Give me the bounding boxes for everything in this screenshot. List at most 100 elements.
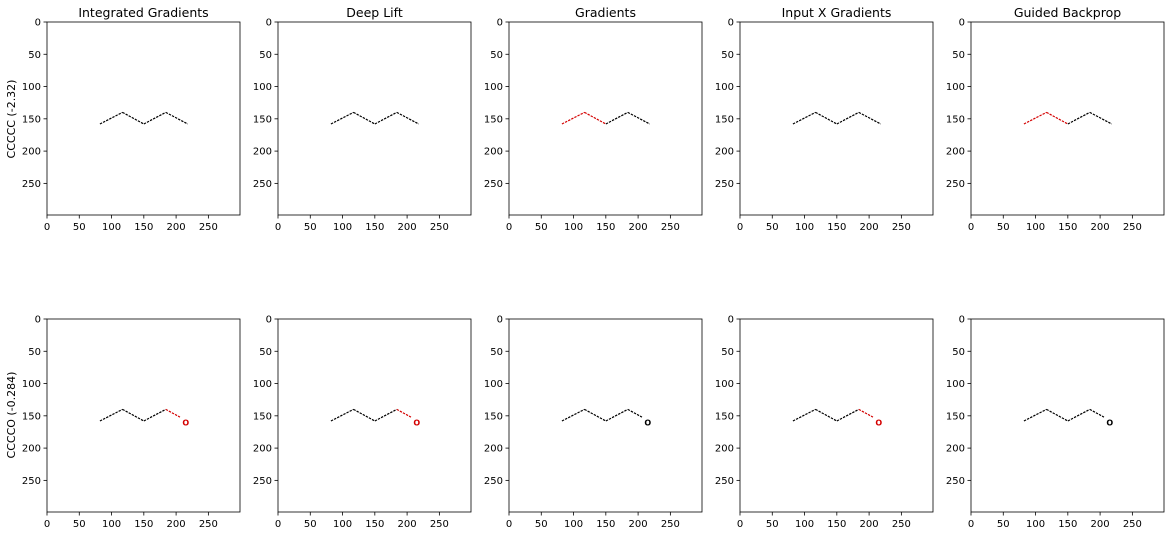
x-tick-label: 250 <box>661 519 680 530</box>
y-tick-label: 100 <box>484 82 503 93</box>
y-tick-label: 100 <box>946 82 965 93</box>
bond-line <box>1023 111 1047 125</box>
y-tick-label: 100 <box>253 82 272 93</box>
panel-title: Input X Gradients <box>782 5 892 20</box>
bond-line <box>1089 111 1112 125</box>
x-tick-label: 50 <box>304 222 317 233</box>
y-tick-label: 0 <box>959 18 965 29</box>
y-tick-label: 150 <box>253 411 272 422</box>
x-tick-label: 200 <box>167 222 186 233</box>
plot-area <box>971 22 1164 215</box>
y-tick-label: 50 <box>952 50 965 61</box>
x-tick-label: 0 <box>968 519 974 530</box>
x-tick-label: 150 <box>1058 222 1077 233</box>
y-tick-label: 250 <box>484 179 503 190</box>
bond-line <box>1089 408 1105 418</box>
panel-title: Guided Backprop <box>1014 5 1121 20</box>
bond-line <box>374 111 398 125</box>
x-tick-label: 250 <box>892 222 911 233</box>
bond-line <box>353 111 376 125</box>
x-tick-label: 50 <box>997 519 1010 530</box>
bond-line <box>330 111 354 125</box>
x-tick-label: 150 <box>596 222 615 233</box>
y-tick-label: 50 <box>721 347 734 358</box>
atom-label: O <box>182 418 189 427</box>
plot-area <box>47 22 240 215</box>
bond-line <box>584 408 607 422</box>
x-tick-label: 50 <box>766 222 779 233</box>
y-tick-label: 50 <box>259 347 272 358</box>
plot-area <box>740 319 933 512</box>
bond-line <box>561 408 585 422</box>
y-tick-label: 250 <box>715 179 734 190</box>
y-tick-label: 200 <box>484 444 503 455</box>
x-tick-label: 50 <box>535 519 548 530</box>
bond-line <box>858 111 881 125</box>
bond-line <box>858 408 874 418</box>
y-tick-label: 250 <box>22 476 41 487</box>
x-tick-label: 100 <box>1026 519 1045 530</box>
bond-line <box>605 408 629 422</box>
plot-area <box>740 22 933 215</box>
bond-line <box>1023 408 1047 422</box>
x-tick-label: 100 <box>795 222 814 233</box>
x-tick-label: 250 <box>1123 519 1142 530</box>
x-tick-label: 100 <box>333 519 352 530</box>
y-tick-label: 250 <box>253 476 272 487</box>
panel-1: Deep Lift 0 50 100 150 200 250 0 50 100 150 200 250 <box>253 5 472 233</box>
y-tick-label: 200 <box>715 444 734 455</box>
y-tick-label: 50 <box>490 50 503 61</box>
x-tick-label: 200 <box>1091 222 1110 233</box>
y-tick-label: 100 <box>946 379 965 390</box>
y-tick-label: 250 <box>484 476 503 487</box>
y-tick-label: 250 <box>946 476 965 487</box>
y-tick-label: 100 <box>484 379 503 390</box>
x-tick-label: 250 <box>199 519 218 530</box>
x-tick-label: 0 <box>968 222 974 233</box>
x-tick-label: 0 <box>737 222 743 233</box>
x-tick-label: 200 <box>398 519 417 530</box>
panel-3: Input X Gradients 0 50 100 150 200 250 0 50 100 15… <box>715 5 934 233</box>
x-tick-label: 250 <box>1123 222 1142 233</box>
y-tick-label: 0 <box>728 18 734 29</box>
plot-area <box>971 319 1164 512</box>
panel-2: Gradients 0 50 100 150 200 250 0 50 100 150 200 250 <box>484 5 703 233</box>
x-tick-label: 100 <box>333 222 352 233</box>
y-tick-label: 100 <box>715 82 734 93</box>
y-tick-label: 150 <box>715 411 734 422</box>
panel-grid: Integrated Gradients 0 50 100 150 200 250 0 50 10… <box>22 5 1165 530</box>
x-tick-label: 0 <box>44 519 50 530</box>
x-tick-label: 100 <box>102 519 121 530</box>
bond-line <box>396 408 412 418</box>
panel-0: Integrated Gradients 0 50 100 150 200 250 0 50 10… <box>22 5 241 233</box>
x-tick-label: 250 <box>430 222 449 233</box>
bond-line <box>374 408 398 422</box>
y-tick-label: 150 <box>715 114 734 125</box>
bond-line <box>1046 111 1069 125</box>
y-tick-label: 50 <box>490 347 503 358</box>
x-tick-label: 100 <box>564 519 583 530</box>
x-tick-label: 200 <box>398 222 417 233</box>
y-tick-label: 100 <box>22 82 41 93</box>
y-tick-label: 200 <box>22 444 41 455</box>
x-tick-label: 200 <box>629 222 648 233</box>
x-tick-label: 50 <box>73 519 86 530</box>
bond-line <box>99 408 123 422</box>
x-tick-label: 50 <box>535 222 548 233</box>
bond-line <box>330 408 354 422</box>
panel-6: O 0 50 100 150 200 250 0 50 100 150 200 250 <box>253 315 472 530</box>
bond-line <box>165 111 188 125</box>
bond-line <box>122 408 145 422</box>
bond-line <box>396 111 419 125</box>
y-tick-label: 150 <box>484 411 503 422</box>
x-tick-label: 100 <box>1026 222 1045 233</box>
bond-line <box>792 408 816 422</box>
bond-line <box>1067 111 1091 125</box>
panel-5: O 0 50 100 150 200 250 0 50 100 150 200 250 <box>22 315 241 530</box>
plot-area <box>47 319 240 512</box>
x-tick-label: 100 <box>102 222 121 233</box>
panel-title: Integrated Gradients <box>78 5 208 20</box>
x-tick-label: 0 <box>275 519 281 530</box>
atom-label: O <box>644 418 651 427</box>
y-tick-label: 50 <box>28 50 41 61</box>
